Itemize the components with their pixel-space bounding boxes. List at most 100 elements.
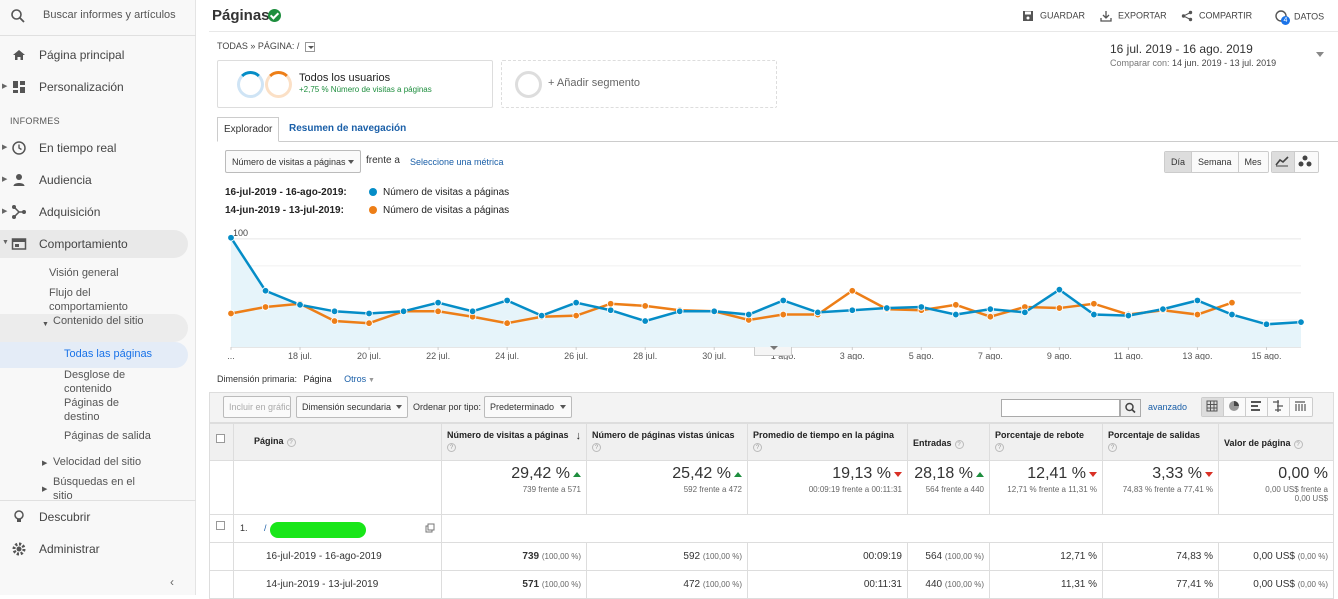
col-pageviews[interactable]: Número de visitas a páginas ↓?	[441, 423, 587, 461]
chart-collapse-handle[interactable]	[754, 346, 792, 356]
row-entrances-pct: (100,00 %)	[944, 580, 984, 589]
secondary-dimension-select[interactable]: Dimensión secundaria	[296, 396, 408, 418]
trend-down-icon	[1205, 472, 1213, 481]
table-filter-search-button[interactable]	[1120, 399, 1141, 417]
plot-rows-button[interactable]: Incluir en gráfico	[223, 396, 291, 418]
nav-realtime[interactable]: ▶ En tiempo real	[0, 134, 188, 162]
add-segment-button[interactable]: + Añadir segmento	[501, 60, 777, 108]
select-all-checkbox[interactable]	[216, 434, 225, 443]
nav-admin[interactable]: Administrar	[0, 535, 188, 563]
breadcrumb-dropdown-icon[interactable]	[304, 41, 315, 52]
open-link-icon[interactable]	[425, 523, 435, 533]
data-point-current	[296, 301, 304, 309]
metric-select[interactable]: Número de visitas a páginas	[225, 150, 361, 173]
nav-all-pages[interactable]: Todas las páginas	[0, 342, 188, 368]
col-entrances[interactable]: Entradas?	[907, 423, 990, 461]
col-exit-rate[interactable]: Porcentaje de salidas?	[1102, 423, 1219, 461]
breadcrumb-root[interactable]: TODAS	[217, 41, 248, 51]
chevron-down-icon	[1316, 52, 1324, 61]
row-page-link[interactable]: /	[264, 523, 267, 533]
nav-drilldown[interactable]: Desglose de contenido	[64, 369, 126, 395]
tab-explorer[interactable]: Explorador	[217, 117, 280, 142]
sort-type-select[interactable]: Predeterminado	[484, 396, 572, 418]
day-button[interactable]: Día	[1165, 152, 1193, 172]
insights-button[interactable]: 4 DATOS	[1275, 10, 1324, 25]
gear-icon	[12, 542, 26, 556]
help-icon[interactable]: ?	[753, 443, 762, 452]
share-button[interactable]: COMPARTIR	[1181, 10, 1252, 22]
expand-arrow-icon: ▶	[42, 486, 48, 493]
col-avg-time[interactable]: Promedio de tiempo en la página?	[747, 423, 908, 461]
segment-all-users[interactable]: Todos los usuarios +2,75 % Número de vis…	[217, 60, 493, 108]
search-icon	[1125, 402, 1136, 414]
pie-view-button[interactable]	[1224, 398, 1246, 416]
help-icon[interactable]: ?	[1293, 440, 1303, 449]
nav-audience[interactable]: ▶ Audiencia	[0, 166, 188, 194]
nav-customization[interactable]: ▶ Personalización	[0, 73, 188, 101]
advanced-filter-link[interactable]: avanzado	[1148, 402, 1188, 412]
x-tick-label: 22 jul.	[426, 351, 450, 360]
legend-dot-blue	[369, 188, 377, 197]
pivot-view-button[interactable]	[1290, 398, 1312, 416]
line-chart[interactable]: 10050...18 jul.20 jul.22 jul.24 jul.26 j…	[209, 220, 1314, 360]
line-chart-button[interactable]	[1272, 152, 1295, 172]
export-button[interactable]: EXPORTAR	[1100, 10, 1167, 22]
nav-site-speed[interactable]: Velocidad del sitio	[53, 456, 142, 468]
legend-range-current: 16-jul-2019 - 16-ago-2019:	[225, 187, 347, 198]
motion-chart-button[interactable]	[1295, 152, 1318, 172]
nav-discover[interactable]: Descubrir	[0, 503, 188, 531]
nav-acquisition[interactable]: ▶ Adquisición	[0, 198, 188, 226]
nav-flow[interactable]: Flujo del comportamiento	[49, 287, 128, 313]
nav-home[interactable]: Página principal	[0, 41, 188, 69]
data-point-previous	[1090, 300, 1098, 308]
data-point-current	[1021, 308, 1029, 317]
col-page[interactable]: Página?	[233, 423, 442, 461]
table-filter-input[interactable]	[1001, 399, 1120, 417]
nav-landing-pages[interactable]: Páginas de destino	[64, 397, 120, 423]
help-icon[interactable]: ?	[954, 440, 964, 449]
search-input[interactable]: Buscar informes y artículos	[43, 9, 176, 21]
totals-compare: 592 frente a 472	[683, 485, 742, 494]
search-box[interactable]: Buscar informes y artículos	[0, 0, 196, 36]
breadcrumb-current: PÁGINA: /	[257, 41, 300, 51]
help-icon[interactable]: ?	[447, 443, 456, 452]
sort-type-value: Predeterminado	[490, 402, 555, 412]
performance-view-button[interactable]	[1246, 398, 1268, 416]
grid-icon	[1206, 400, 1218, 412]
table-view-button[interactable]	[1202, 398, 1224, 416]
x-tick-label: 28 jul.	[633, 351, 657, 360]
main-content: Páginas GUARDAR EXPORTAR COMPARTIR 4 DAT…	[209, 0, 1338, 599]
week-button[interactable]: Semana	[1192, 152, 1239, 172]
help-icon[interactable]: ?	[1108, 443, 1117, 452]
col-page-value[interactable]: Valor de página?	[1218, 423, 1334, 461]
date-range-picker[interactable]: 16 jul. 2019 - 16 ago. 2019 Comparar con…	[1110, 42, 1324, 68]
home-icon	[13, 50, 25, 60]
comparison-icon	[1273, 400, 1283, 412]
nav-site-content[interactable]: Contenido del sitio	[53, 315, 144, 327]
nav-behavior[interactable]: ▼ Comportamiento	[0, 230, 188, 258]
row-exit: 77,41 %	[1102, 570, 1219, 599]
nav-site-search[interactable]: Búsquedas en el sitio	[53, 476, 135, 500]
comparison-view-button[interactable]	[1268, 398, 1290, 416]
other-dimensions-link[interactable]: Otros	[344, 374, 367, 384]
legend-metric-current: Número de visitas a páginas	[383, 187, 510, 198]
expand-arrow-icon: ▶	[2, 144, 8, 151]
tab-navigation-summary[interactable]: Resumen de navegación	[289, 123, 407, 134]
help-icon[interactable]: ?	[592, 443, 601, 452]
col-bounce-rate[interactable]: Porcentaje de rebote?	[989, 423, 1103, 461]
nav-exit-pages[interactable]: Páginas de salida	[64, 430, 151, 442]
collapse-sidebar-icon[interactable]: ‹	[170, 575, 174, 589]
table-row[interactable]: 1. /	[209, 514, 1334, 543]
help-icon[interactable]: ?	[995, 443, 1004, 452]
save-button[interactable]: GUARDAR	[1022, 10, 1085, 22]
data-point-current	[468, 307, 477, 315]
select-metric-link[interactable]: Seleccione una métrica	[410, 157, 504, 167]
month-button[interactable]: Mes	[1238, 152, 1268, 172]
help-icon[interactable]: ?	[286, 438, 296, 447]
nav-overview[interactable]: Visión general	[49, 267, 119, 279]
chevron-down-icon: ▼	[366, 377, 375, 384]
col-unique-pageviews[interactable]: Número de páginas vistas únicas?	[586, 423, 748, 461]
expand-arrow-icon: ▶	[2, 208, 8, 215]
row-checkbox[interactable]	[216, 521, 225, 530]
expand-arrow-icon: ▶	[2, 176, 8, 183]
